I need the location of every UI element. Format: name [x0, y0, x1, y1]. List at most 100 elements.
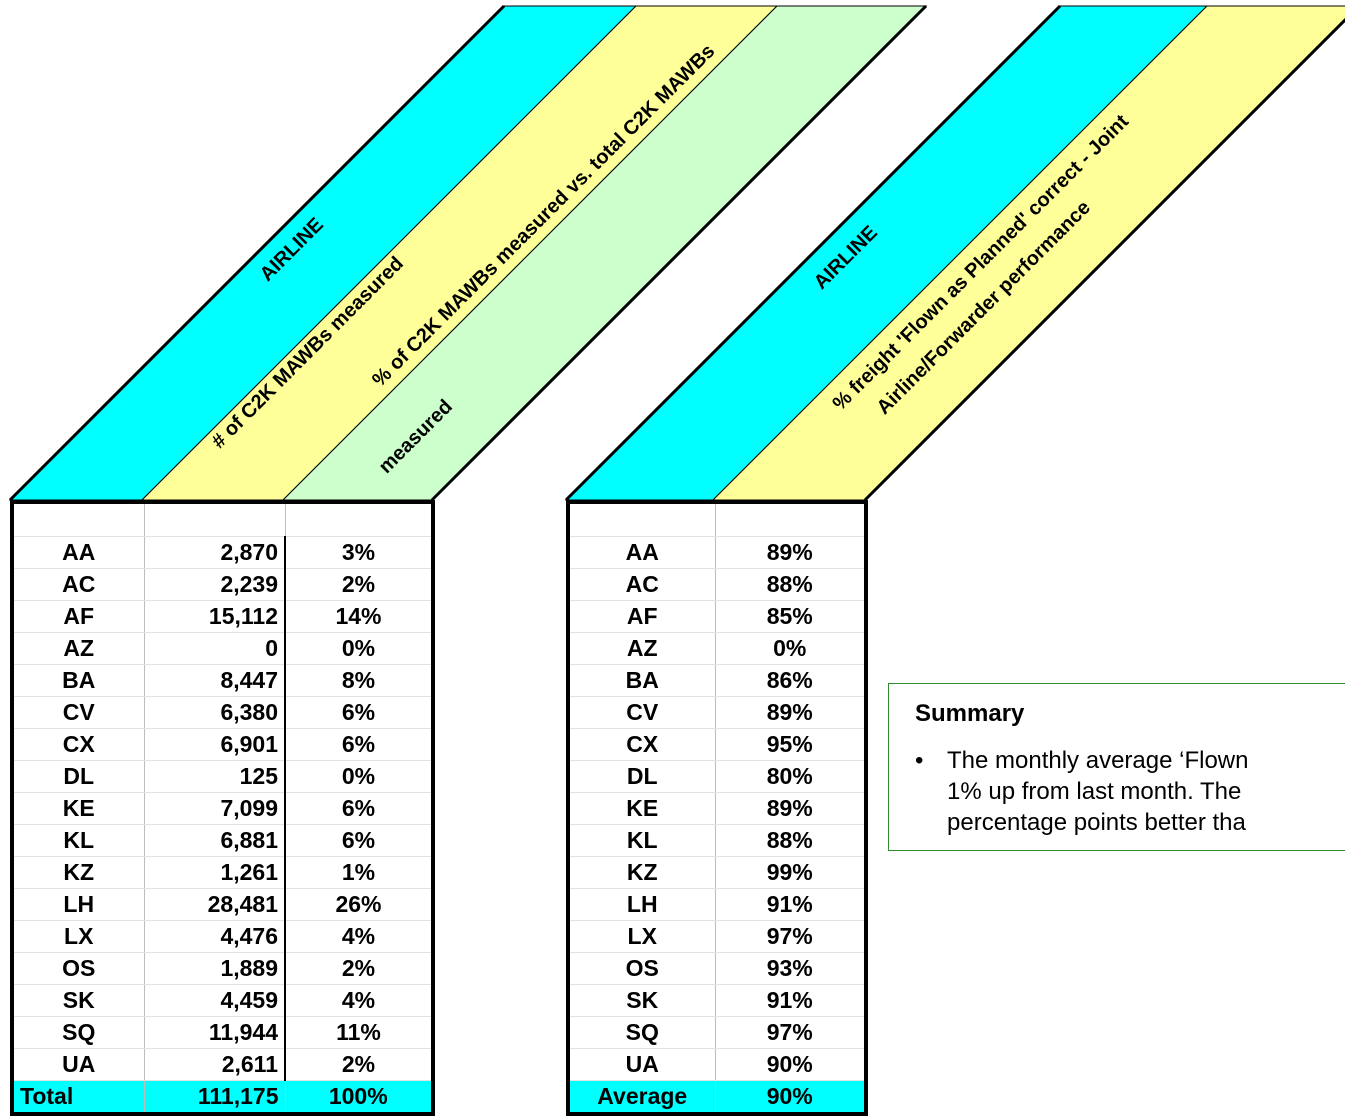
mawb-count-cell: 1,261	[144, 856, 286, 889]
mawb-percent-cell: 6%	[285, 696, 433, 729]
flown-as-planned-cell: 97%	[715, 1016, 866, 1049]
airline-code-cell: KL	[12, 824, 145, 857]
flown-as-planned-cell: 86%	[715, 664, 866, 697]
table-row: CV 6,380 6%	[12, 696, 433, 729]
mawb-count-cell: 6,881	[144, 824, 286, 857]
airline-code-cell: KL	[568, 824, 716, 857]
table-row: AA 2,870 3%	[12, 536, 433, 569]
airline-code-cell: AA	[568, 536, 716, 569]
table-row: CV 89%	[568, 696, 866, 729]
mawb-percent-cell: 14%	[285, 600, 433, 633]
table-row: AC 88%	[568, 568, 866, 601]
blank-cell	[285, 502, 433, 537]
mawb-percent-cell: 0%	[285, 760, 433, 793]
table-row: KL 88%	[568, 824, 866, 857]
average-row: Average 90%	[568, 1080, 866, 1114]
blank-cell	[12, 502, 145, 537]
total-count-cell: 111,175	[144, 1080, 286, 1114]
table-row: KL 6,881 6%	[12, 824, 433, 857]
airline-code-cell: AC	[12, 568, 145, 601]
flown-as-planned-cell: 80%	[715, 760, 866, 793]
mawb-percent-cell: 4%	[285, 984, 433, 1017]
blank-cell	[715, 502, 866, 537]
flown-as-planned-cell: 89%	[715, 536, 866, 569]
airline-code-cell: LX	[568, 920, 716, 953]
mawb-percent-cell: 0%	[285, 632, 433, 665]
flown-as-planned-cell: 95%	[715, 728, 866, 761]
flown-as-planned-cell: 91%	[715, 984, 866, 1017]
left-airline-table: AA 2,870 3% AC 2,239 2% AF 15,112 14% AZ 0 0% BA 8,44…	[10, 500, 435, 1116]
table-row: CX 6,901 6%	[12, 728, 433, 761]
flown-as-planned-cell: 97%	[715, 920, 866, 953]
airline-code-cell: OS	[568, 952, 716, 985]
table-row: AZ 0 0%	[12, 632, 433, 665]
airline-code-cell: SK	[568, 984, 716, 1017]
mawb-percent-cell: 6%	[285, 824, 433, 857]
airline-code-cell: CV	[568, 696, 716, 729]
blank-row	[12, 502, 433, 537]
mawb-percent-cell: 11%	[285, 1016, 433, 1049]
table-row: AF 15,112 14%	[12, 600, 433, 633]
table-row: LH 91%	[568, 888, 866, 921]
average-label-cell: Average	[568, 1080, 716, 1114]
mawb-percent-cell: 3%	[285, 536, 433, 569]
mawb-percent-cell: 4%	[285, 920, 433, 953]
summary-text: The monthly average ‘Flown 1% up from la…	[947, 747, 1249, 836]
table-row: OS 1,889 2%	[12, 952, 433, 985]
mawb-count-cell: 7,099	[144, 792, 286, 825]
mawb-count-cell: 1,889	[144, 952, 286, 985]
table-row: BA 86%	[568, 664, 866, 697]
mawb-percent-cell: 2%	[285, 952, 433, 985]
table-row: AC 2,239 2%	[12, 568, 433, 601]
flown-as-planned-cell: 0%	[715, 632, 866, 665]
flown-as-planned-cell: 85%	[715, 600, 866, 633]
flown-as-planned-cell: 88%	[715, 568, 866, 601]
mawb-percent-cell: 6%	[285, 792, 433, 825]
table-row: SQ 97%	[568, 1016, 866, 1049]
table-row: AF 85%	[568, 600, 866, 633]
airline-code-cell: KE	[568, 792, 716, 825]
table-row: UA 90%	[568, 1048, 866, 1081]
mawb-count-cell: 4,476	[144, 920, 286, 953]
table-row: OS 93%	[568, 952, 866, 985]
table-row: UA 2,611 2%	[12, 1048, 433, 1081]
flown-as-planned-cell: 89%	[715, 792, 866, 825]
mawb-count-cell: 4,459	[144, 984, 286, 1017]
total-label-cell: Total	[12, 1080, 145, 1114]
airline-code-cell: AC	[568, 568, 716, 601]
airline-code-cell: CX	[568, 728, 716, 761]
table-row: DL 80%	[568, 760, 866, 793]
table-row: AZ 0%	[568, 632, 866, 665]
table-row: LH 28,481 26%	[12, 888, 433, 921]
summary-box: Summary • The monthly average ‘Flown 1% …	[888, 683, 1345, 851]
table-row: CX 95%	[568, 728, 866, 761]
airline-code-cell: BA	[12, 664, 145, 697]
table-row: KZ 99%	[568, 856, 866, 889]
airline-code-cell: CV	[12, 696, 145, 729]
average-percent-cell: 90%	[715, 1080, 866, 1114]
airline-code-cell: UA	[12, 1048, 145, 1081]
table-row: KE 89%	[568, 792, 866, 825]
table-row: DL 125 0%	[12, 760, 433, 793]
blank-cell	[144, 502, 286, 537]
flown-as-planned-cell: 88%	[715, 824, 866, 857]
airline-code-cell: DL	[12, 760, 145, 793]
mawb-count-cell: 6,380	[144, 696, 286, 729]
summary-bullet-item: • The monthly average ‘Flown 1% up from …	[915, 745, 1345, 838]
table-row: SQ 11,944 11%	[12, 1016, 433, 1049]
table-row: AA 89%	[568, 536, 866, 569]
mawb-percent-cell: 1%	[285, 856, 433, 889]
airline-code-cell: SK	[12, 984, 145, 1017]
airline-code-cell: AA	[12, 536, 145, 569]
flown-as-planned-cell: 93%	[715, 952, 866, 985]
airline-code-cell: LX	[12, 920, 145, 953]
airline-code-cell: CX	[12, 728, 145, 761]
total-percent-cell: 100%	[285, 1080, 433, 1114]
airline-code-cell: KE	[12, 792, 145, 825]
mawb-count-cell: 11,944	[144, 1016, 286, 1049]
table-row: BA 8,447 8%	[12, 664, 433, 697]
mawb-count-cell: 6,901	[144, 728, 286, 761]
mawb-count-cell: 2,870	[144, 536, 286, 569]
table-row: KZ 1,261 1%	[12, 856, 433, 889]
mawb-count-cell: 2,239	[144, 568, 286, 601]
